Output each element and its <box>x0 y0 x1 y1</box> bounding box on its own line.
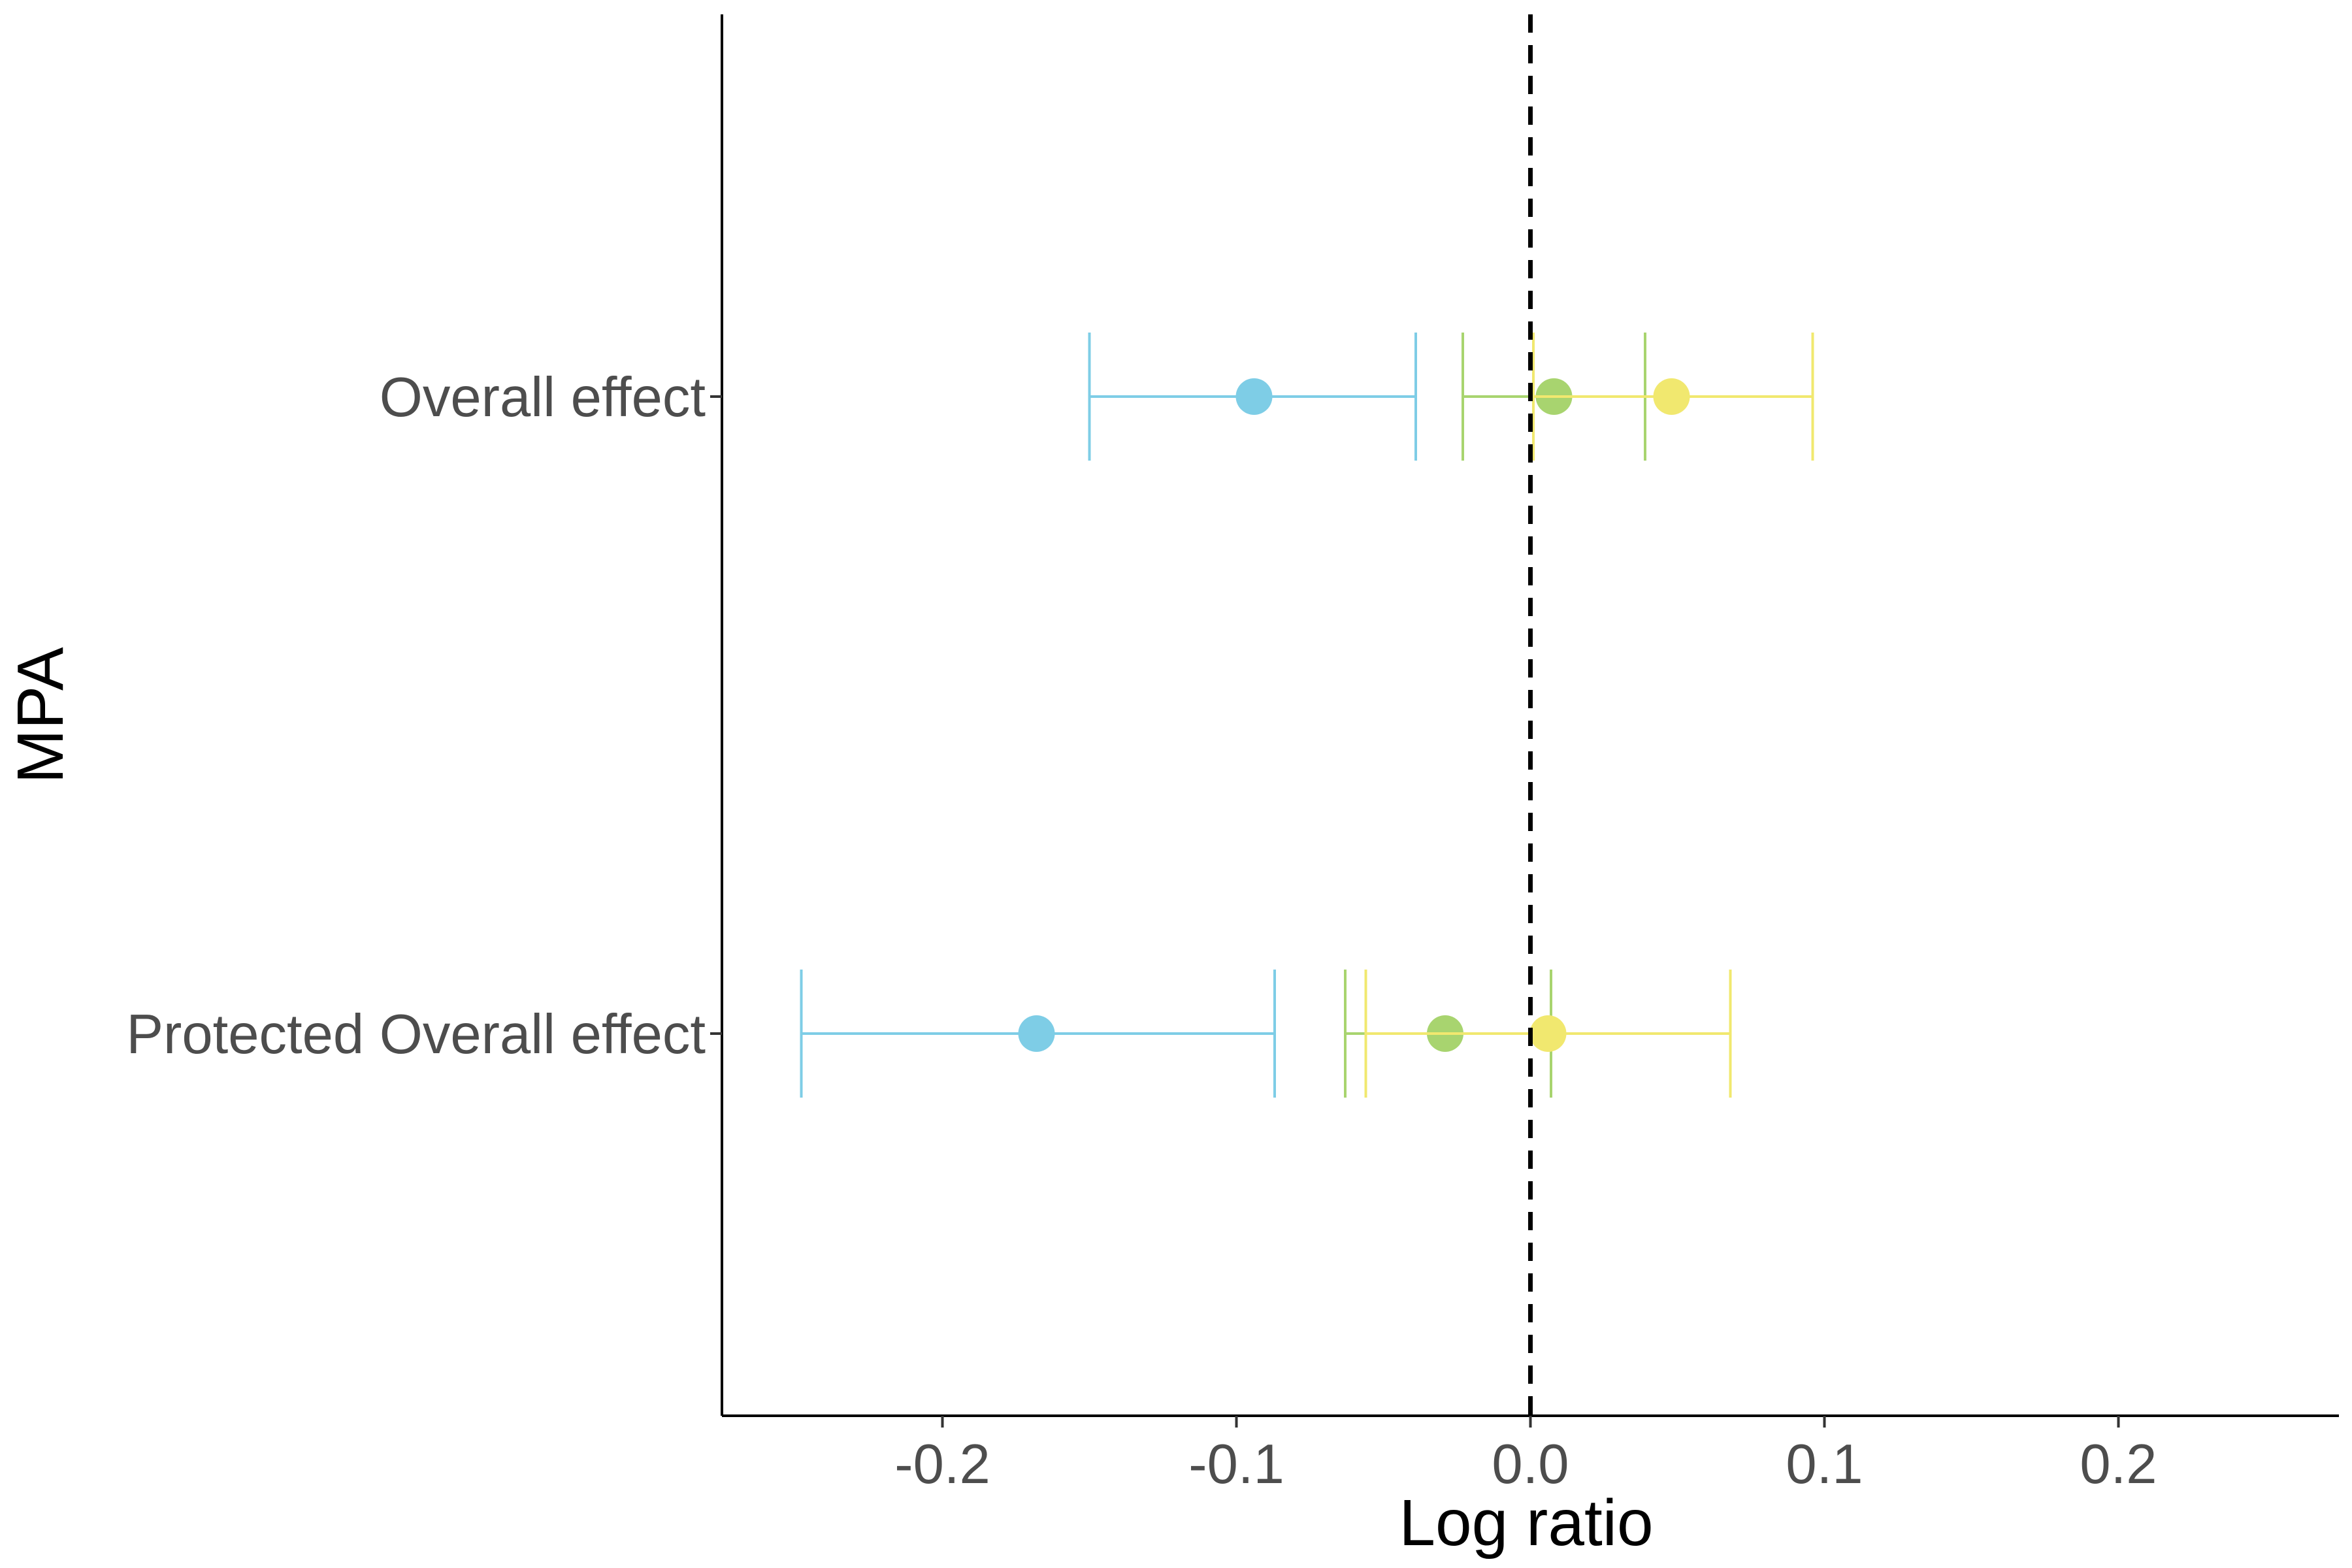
x-tick-label: 0.1 <box>1786 1433 1863 1495</box>
y-tick-label: Overall effect <box>380 367 706 429</box>
x-tick-label: 0.0 <box>1492 1433 1569 1495</box>
x-axis-ticks: -0.2 -0.1 0.0 0.1 0.2 <box>894 1416 2157 1495</box>
x-tick-label: 0.2 <box>2080 1433 2157 1495</box>
series-2 <box>1344 333 1646 1098</box>
x-axis-title: Log ratio <box>1399 1486 1653 1560</box>
estimate-point <box>1653 378 1690 415</box>
y-tick-label: Protected Overall effect <box>126 1004 706 1066</box>
plot-marks <box>800 333 1814 1098</box>
y-axis-ticks: Overall effect Protected Overall effect <box>126 367 722 1066</box>
x-tick-label: -0.1 <box>1188 1433 1284 1495</box>
estimate-point <box>1018 1015 1055 1052</box>
series-3 <box>1364 333 1814 1098</box>
series-1 <box>800 333 1417 1098</box>
x-tick-label: -0.2 <box>894 1433 990 1495</box>
estimate-point <box>1529 1015 1567 1052</box>
estimate-point <box>1235 378 1273 415</box>
y-axis-title: MPA <box>4 647 77 784</box>
